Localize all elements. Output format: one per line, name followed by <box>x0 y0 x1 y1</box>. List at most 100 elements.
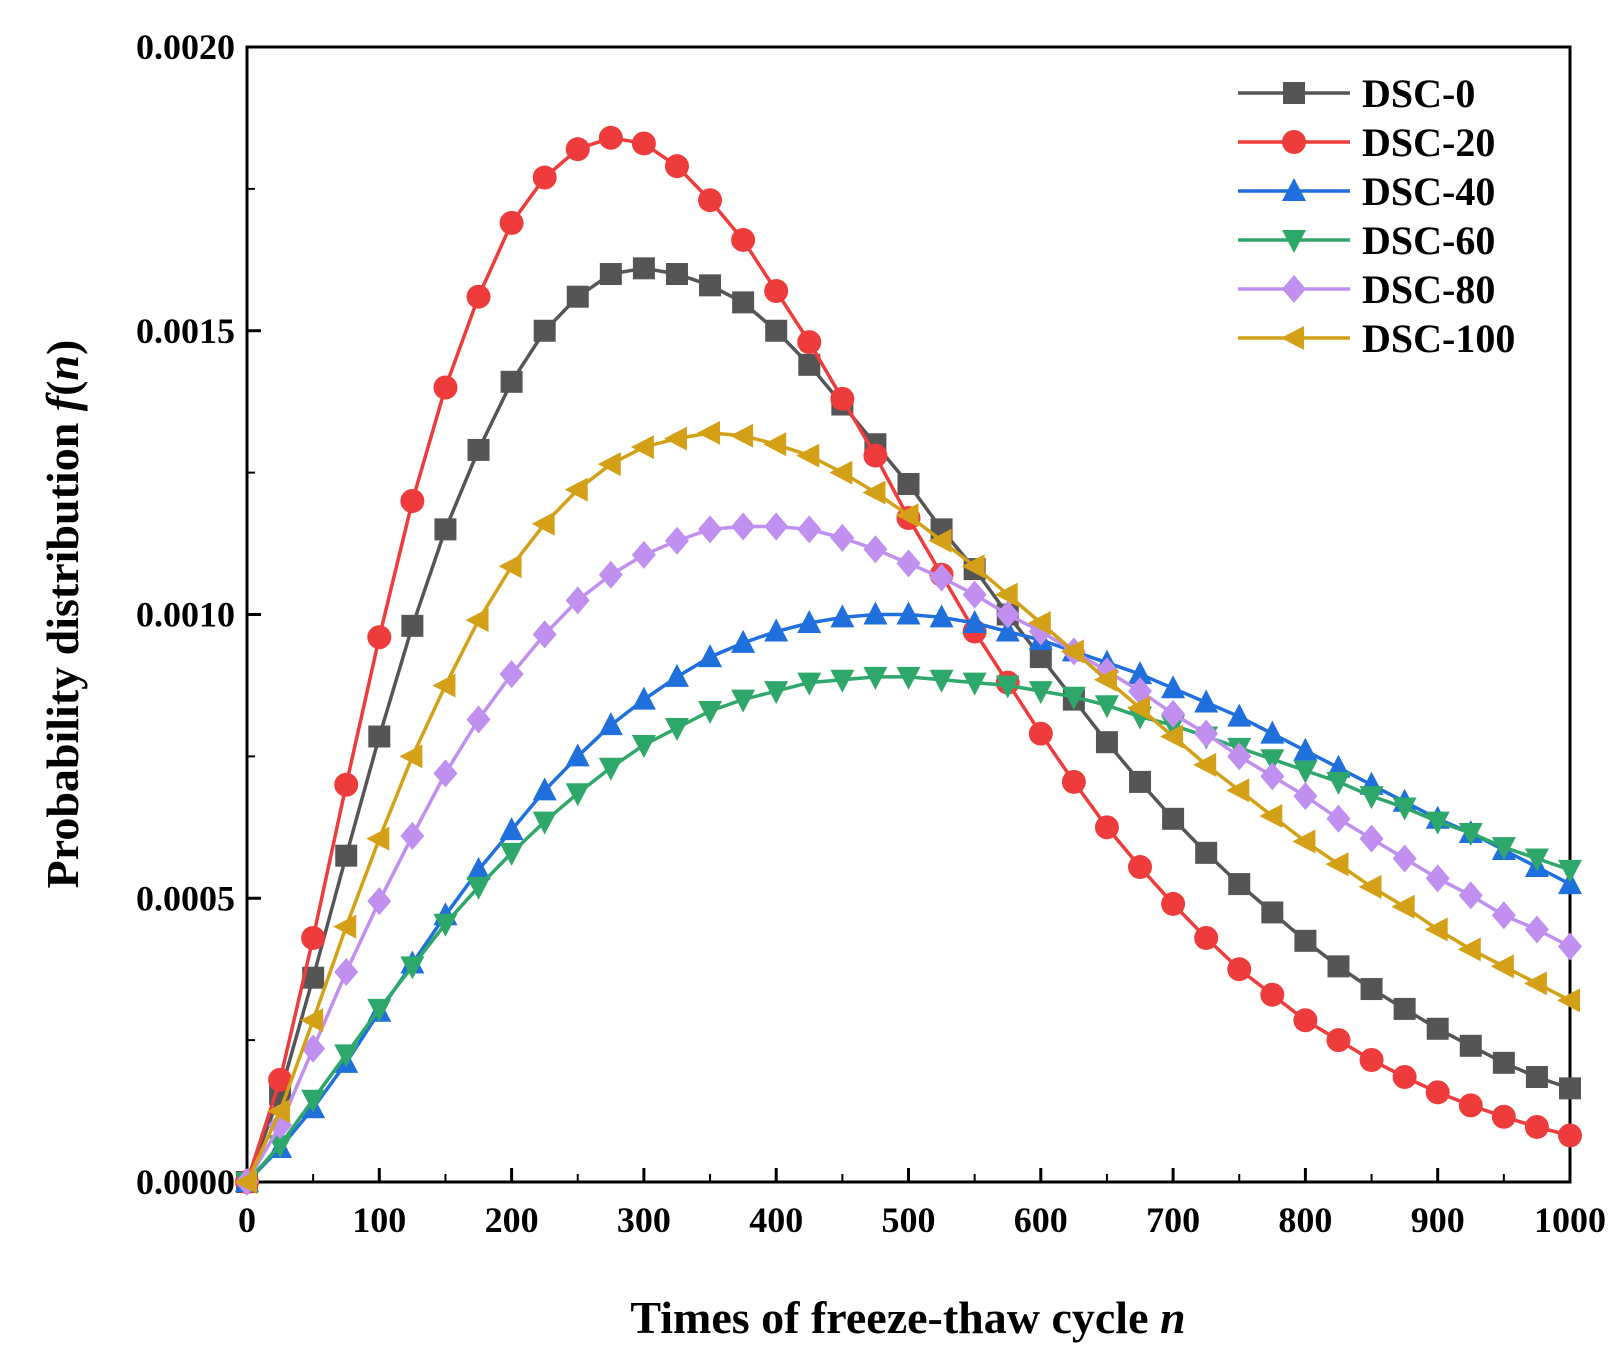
data-point <box>830 604 855 628</box>
data-point <box>333 914 357 939</box>
data-point <box>896 601 921 625</box>
data-point <box>467 438 490 461</box>
data-point <box>499 817 524 841</box>
series-dsc-60 <box>235 666 1582 1195</box>
data-point <box>765 319 788 342</box>
data-point <box>1259 803 1283 828</box>
data-point <box>1293 1008 1318 1033</box>
data-point <box>896 549 921 578</box>
data-point <box>830 386 855 411</box>
data-point <box>1558 859 1582 883</box>
data-point <box>532 620 557 649</box>
data-point <box>499 842 524 866</box>
data-point <box>1260 720 1285 744</box>
data-point <box>1128 661 1153 685</box>
data-point <box>730 423 754 448</box>
y-tick-label: 0.0000 <box>136 1162 235 1202</box>
data-point <box>797 515 822 544</box>
data-point <box>797 672 822 696</box>
data-point <box>764 681 789 705</box>
data-point <box>664 526 689 555</box>
data-point <box>564 477 588 502</box>
data-point <box>962 610 987 634</box>
data-point <box>896 666 921 690</box>
data-point <box>1128 855 1153 880</box>
data-point <box>366 826 390 851</box>
data-point <box>731 689 756 713</box>
data-point <box>1458 822 1483 846</box>
data-point <box>698 644 723 668</box>
data-point <box>698 700 723 724</box>
data-point <box>597 452 621 477</box>
data-point <box>566 285 589 308</box>
data-point <box>565 783 590 807</box>
legend-item: DSC-20 <box>1238 120 1495 165</box>
data-point <box>1524 848 1549 872</box>
data-point <box>698 188 723 213</box>
data-point <box>1392 797 1417 821</box>
data-point <box>731 512 756 541</box>
x-tick-label: 500 <box>882 1200 936 1240</box>
x-tick-label: 700 <box>1146 1200 1200 1240</box>
data-point <box>1027 611 1051 636</box>
data-point <box>664 154 689 179</box>
data-point <box>1195 841 1218 864</box>
data-point <box>1161 891 1186 916</box>
legend-label: DSC-60 <box>1362 218 1495 263</box>
data-point <box>1491 837 1516 861</box>
data-point <box>300 1008 324 1033</box>
data-point <box>334 1044 359 1068</box>
data-point <box>1491 901 1516 930</box>
data-point <box>631 686 656 710</box>
data-point <box>1524 915 1549 944</box>
data-point <box>1327 955 1350 978</box>
data-point <box>334 772 359 797</box>
x-tick-label: 0 <box>238 1200 256 1240</box>
data-point <box>1392 844 1417 873</box>
data-point <box>598 757 623 781</box>
data-point <box>829 460 853 485</box>
data-point <box>1227 703 1252 727</box>
x-tick-label: 800 <box>1278 1200 1332 1240</box>
series-line <box>245 612 1571 1184</box>
data-point <box>367 887 392 916</box>
data-point <box>400 489 425 513</box>
data-point <box>631 735 656 759</box>
data-point <box>400 821 425 850</box>
legend-item: DSC-0 <box>1238 71 1475 116</box>
data-point <box>1457 937 1481 962</box>
data-point <box>1194 689 1219 713</box>
data-point <box>698 515 723 544</box>
data-point <box>632 257 655 280</box>
data-point <box>731 629 756 653</box>
data-point <box>1227 742 1252 771</box>
x-tick-label: 100 <box>352 1200 406 1240</box>
data-point <box>764 279 789 304</box>
data-point <box>1160 724 1184 749</box>
data-point <box>697 420 721 445</box>
data-point <box>1029 646 1052 669</box>
legend-marker <box>1281 326 1304 350</box>
data-point <box>367 625 392 650</box>
data-point <box>466 876 491 900</box>
data-point <box>1261 901 1284 924</box>
data-point <box>433 759 458 788</box>
y-axis-label: Probability distribution f(n) <box>37 340 88 889</box>
legend-label: DSC-100 <box>1362 316 1515 361</box>
data-point <box>1360 978 1383 1001</box>
data-point <box>1094 815 1119 840</box>
data-point <box>1061 686 1086 710</box>
data-point <box>1490 954 1514 979</box>
data-point <box>764 512 789 541</box>
data-point <box>466 856 491 880</box>
x-axis: 0 100 200 300 400 500 600 700 800 900 1000 <box>238 1168 1606 1240</box>
data-point <box>234 1170 257 1194</box>
legend-item: DSC-60 <box>1238 218 1495 263</box>
data-point <box>796 443 820 468</box>
data-point <box>499 660 524 689</box>
data-point <box>1459 1034 1482 1057</box>
y-axis: 0.0000 0.0005 0.0010 0.0015 0.0020 <box>136 27 261 1202</box>
data-point <box>928 528 952 553</box>
data-point <box>598 125 623 150</box>
data-point <box>1194 719 1219 748</box>
